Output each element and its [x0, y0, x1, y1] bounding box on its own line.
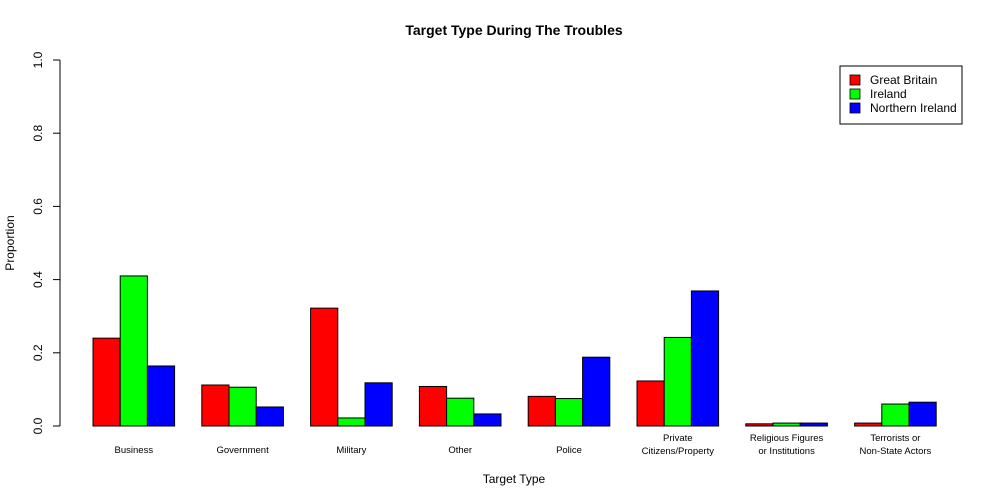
legend-box — [839, 65, 963, 125]
bar — [908, 401, 937, 427]
bar — [527, 395, 556, 427]
y-tick-label: 0.8 — [31, 125, 45, 142]
x-tick-label: Non-State Actors — [859, 446, 931, 457]
bar — [881, 403, 910, 427]
bar — [772, 422, 801, 427]
bar — [201, 384, 230, 427]
x-tick-label: Citizens/Property — [642, 446, 715, 457]
bar — [582, 356, 611, 427]
bar — [473, 413, 502, 427]
x-category-labels: Business Government Military Other Police Pri… — [115, 433, 932, 457]
bar — [446, 397, 475, 427]
y-tick-label: 0.2 — [31, 344, 45, 361]
legend-label: Northern Ireland — [870, 101, 957, 115]
bar — [554, 398, 584, 427]
bar — [418, 385, 448, 427]
legend-label: Great Britain — [870, 73, 937, 87]
x-tick-label: Other — [448, 445, 472, 456]
bar — [310, 307, 339, 427]
bar — [364, 382, 393, 427]
bar — [337, 417, 366, 427]
bar — [146, 365, 176, 427]
x-tick-label: Terrorists or — [870, 433, 920, 444]
y-tick-label: 0.0 — [31, 417, 45, 434]
bar — [854, 422, 883, 427]
x-tick-label: or Institutions — [758, 446, 815, 457]
x-tick-label: Police — [556, 445, 582, 456]
bar — [636, 380, 665, 427]
legend-label: Ireland — [870, 87, 907, 101]
x-tick-label: Business — [115, 445, 154, 456]
x-axis-label: Target Type — [483, 472, 546, 486]
y-tick-label: 1.0 — [31, 51, 45, 68]
x-tick-label: Government — [216, 445, 269, 456]
x-tick-label: Religious Figures — [750, 433, 824, 444]
bars — [92, 275, 937, 427]
bar — [228, 386, 257, 427]
legend-swatch — [849, 102, 861, 114]
legend-swatch — [849, 74, 861, 86]
bar — [690, 290, 720, 427]
bar — [745, 423, 774, 427]
bar — [119, 275, 148, 427]
y-tick-label: 0.4 — [31, 271, 45, 288]
chart-title: Target Type During The Troubles — [405, 22, 622, 38]
x-tick-label: Military — [336, 445, 366, 456]
bar — [255, 406, 284, 427]
bar — [799, 422, 828, 427]
legend-swatch — [849, 88, 861, 100]
y-axis-label: Proportion — [3, 215, 17, 270]
x-tick-label: Private — [663, 433, 693, 444]
y-axis: 0.0 0.2 0.4 0.6 0.8 1.0 — [31, 51, 61, 434]
bar — [92, 337, 121, 427]
y-tick-label: 0.6 — [31, 198, 45, 215]
bar — [663, 336, 692, 427]
